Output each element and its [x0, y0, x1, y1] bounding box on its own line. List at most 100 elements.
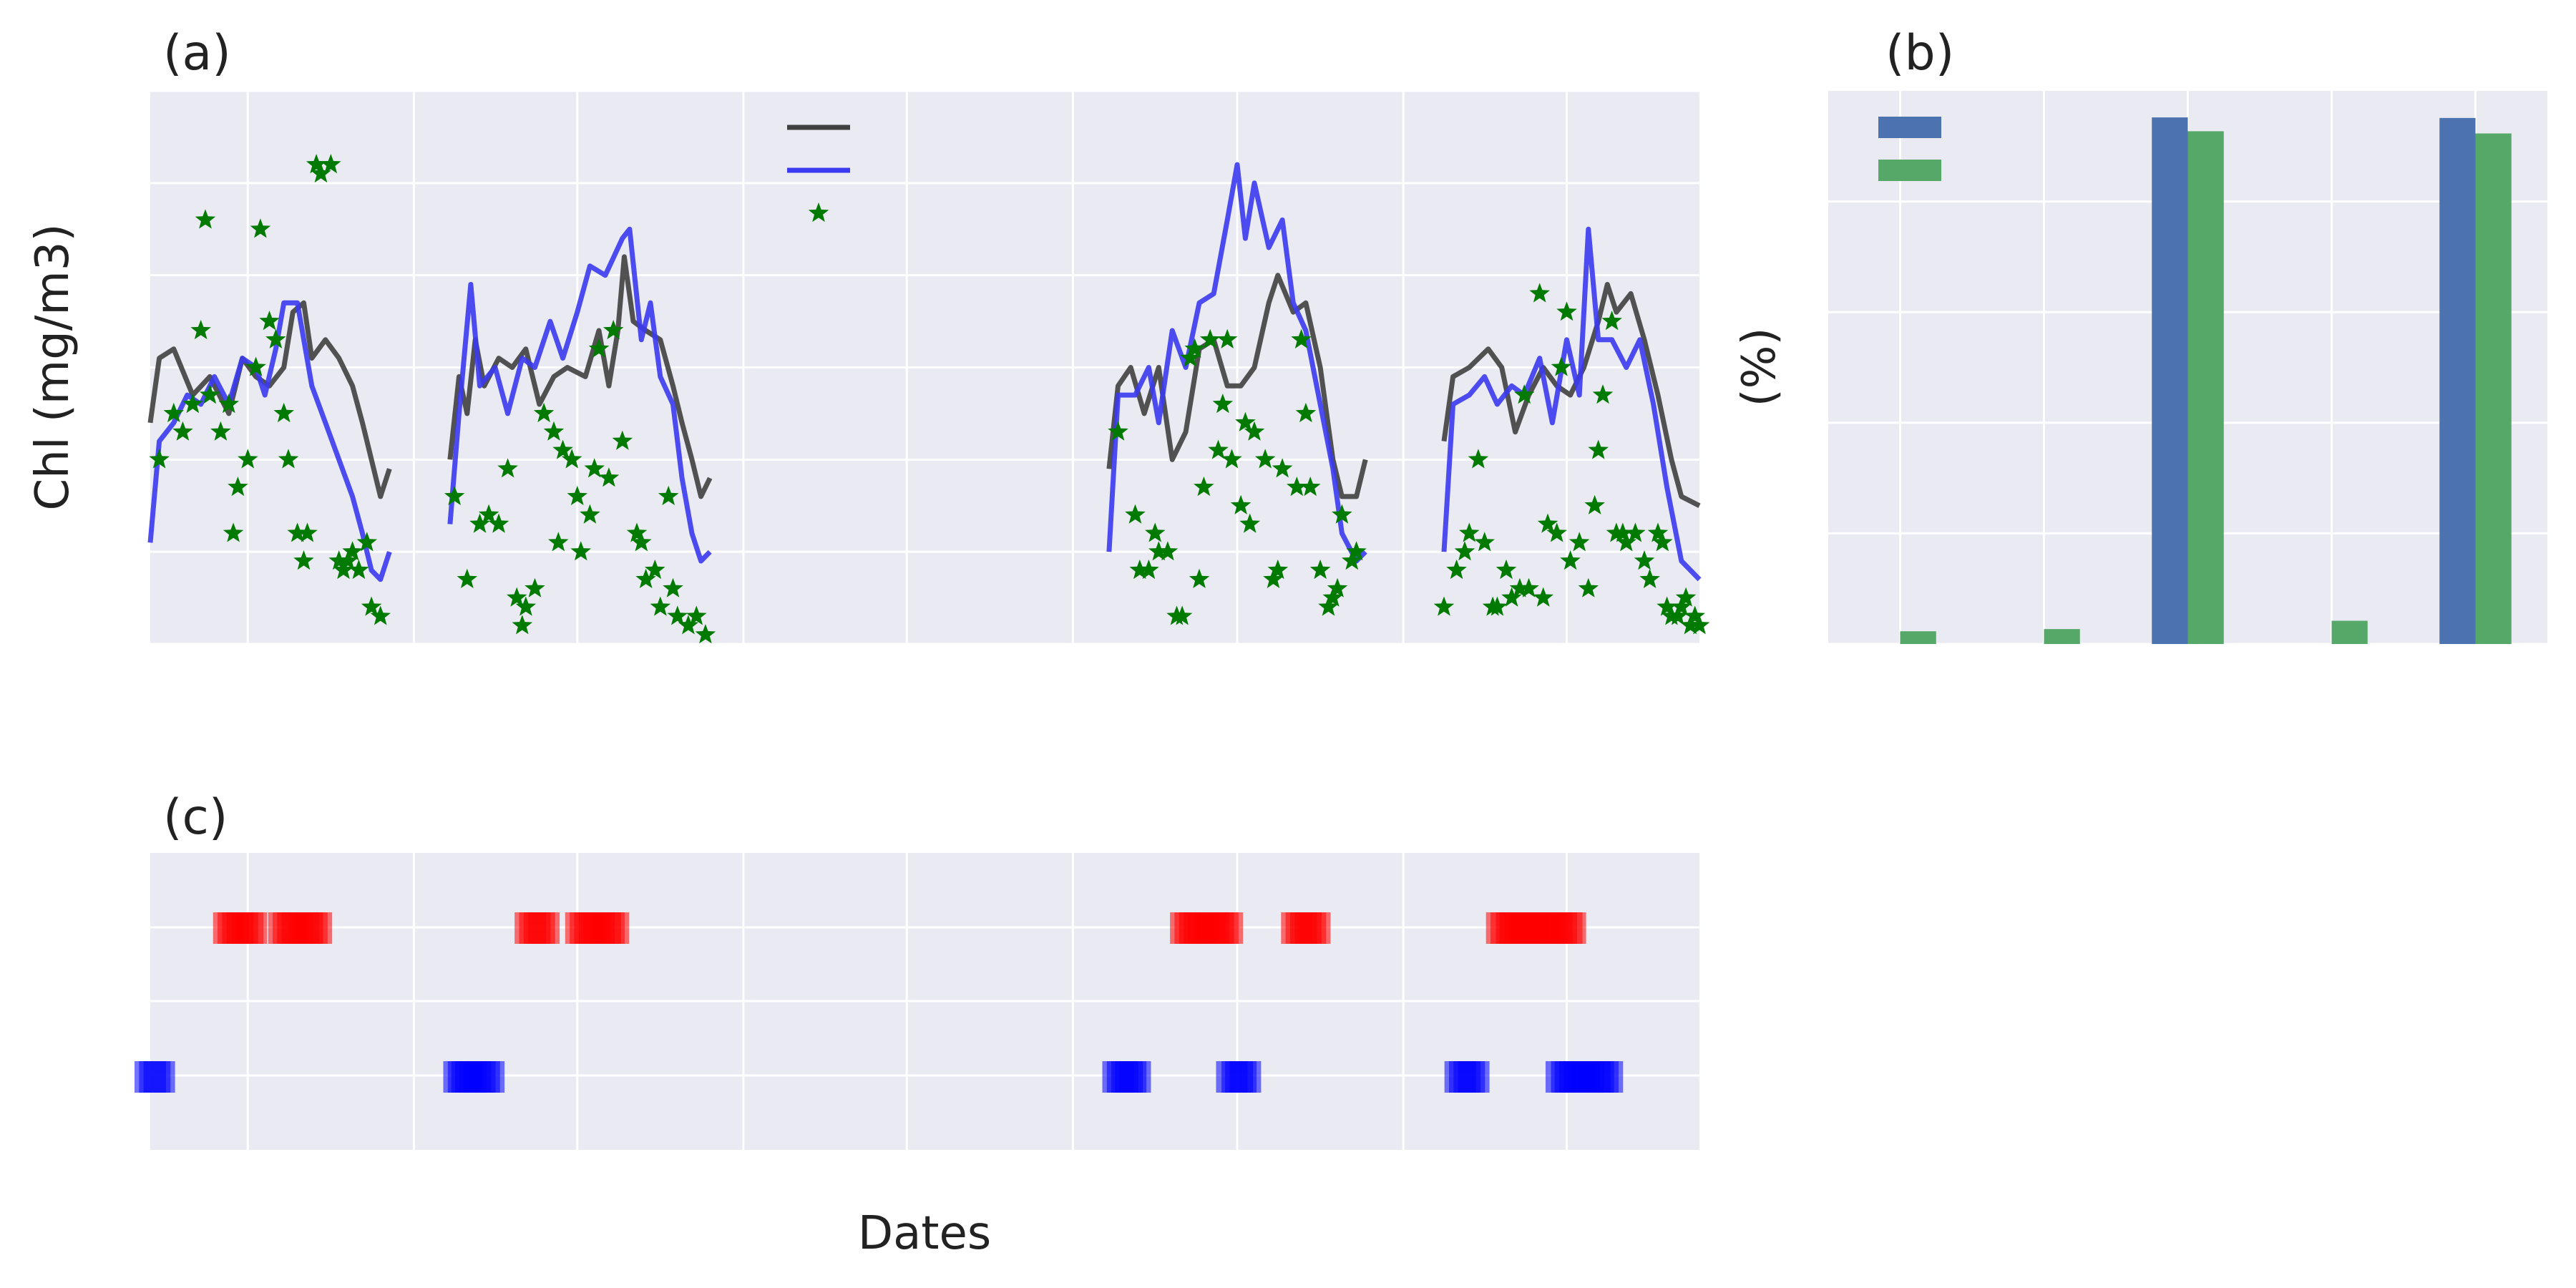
panel-b-legend — [1878, 117, 1941, 181]
panel-c-mark-upper — [1211, 912, 1244, 944]
panel-a-measured-star — [1454, 541, 1475, 561]
panel-a-measured-star — [1230, 494, 1252, 514]
panel-b-legend-swatch — [1878, 117, 1941, 138]
panel-a-measured-star — [149, 449, 170, 469]
panel-a-measured-star — [278, 449, 299, 469]
panel-a-measured-star — [1108, 421, 1128, 441]
panel-c-mark-upper — [528, 912, 560, 944]
panel-a-measured-star — [1496, 559, 1517, 580]
panel-a-measured-star — [1474, 532, 1495, 552]
panel-a-measured-star — [570, 541, 592, 561]
panel-a-measured-star — [1309, 559, 1331, 580]
panel-a-measured-star — [1518, 577, 1539, 597]
panel-a-measured-star — [507, 587, 527, 607]
panel-c-mark-lower — [143, 1061, 175, 1093]
panel-a-measured-star — [1592, 384, 1614, 404]
panel-a-measured-star — [306, 154, 327, 174]
panel-a-measured-star — [1671, 596, 1692, 616]
panel-a-measured-star — [1208, 439, 1229, 459]
panel-a-measured-star — [1138, 559, 1159, 580]
panel-a-measured-star — [1148, 541, 1169, 561]
panel-a-measured-star — [223, 522, 244, 542]
panel-b-bar-lstm — [2475, 133, 2512, 644]
panel-a-measured-star — [1537, 513, 1558, 533]
panel-a-measured-star — [361, 596, 382, 616]
panel-a-measured-star — [273, 402, 294, 423]
panel-a-measured-star — [1657, 596, 1677, 616]
panel-a-measured-star — [328, 550, 349, 570]
panel-a-measured-star — [686, 605, 707, 625]
panel-a-measured-star — [1578, 577, 1599, 597]
panel-b: (b) (%) — [1733, 25, 2547, 645]
panel-a-measured-star — [356, 532, 378, 552]
panel-b-legend-swatch — [1878, 160, 1941, 181]
panel-a-measured-star — [1689, 615, 1710, 635]
panel-a-stars — [149, 154, 1710, 644]
panel-a-measured-star — [1171, 605, 1193, 625]
panel-a-measured-star — [1546, 522, 1567, 542]
panel-b-bar-lstm — [2331, 620, 2368, 644]
panel-c: (c) Dates — [135, 789, 1699, 1260]
panel-a-measured-star — [1212, 394, 1234, 414]
panel-a-legend — [787, 125, 850, 223]
panel-a-measured-star — [444, 485, 465, 505]
panel-a-measured-star — [1157, 541, 1179, 561]
panel-a-measured-star — [1501, 587, 1522, 607]
panel-a-measured-star — [1675, 587, 1697, 607]
panel-a-measured-star — [1584, 494, 1605, 514]
panel-a-measured-star — [1267, 559, 1289, 580]
panel-a-measured-star — [588, 338, 610, 358]
panel-a-measured-star — [182, 394, 203, 414]
panel-a-measured-star — [645, 559, 665, 580]
panel-a-measured-star — [250, 218, 271, 238]
panel-a-measured-star — [1199, 328, 1221, 348]
panel-a-measured-star — [1612, 522, 1633, 542]
panel-a-grid — [150, 89, 1699, 645]
panel-a-measured-star — [1295, 402, 1317, 423]
panel-a-measured-star — [497, 458, 518, 478]
panel-a-measured-star — [512, 615, 533, 635]
panel-a-measured-star — [297, 522, 318, 542]
panel-b-bars — [1900, 117, 2512, 644]
panel-a-measured-star — [1601, 311, 1622, 331]
panel-a-measured-star — [370, 605, 391, 625]
panel-a-measured-star — [293, 550, 314, 570]
panel-a-measured-star — [1327, 577, 1348, 597]
panel-a-measured-star — [1346, 541, 1367, 561]
panel-a-measured-star — [658, 485, 679, 505]
panel-a-measured-star — [1291, 328, 1312, 348]
panel-c-mark-lower — [473, 1061, 505, 1093]
panel-a-measured-star — [667, 605, 688, 625]
panel-a-measured-star — [1189, 568, 1210, 588]
panel-a-measured-star — [321, 154, 341, 174]
panel-a-measured-star — [1184, 338, 1205, 358]
panel-a-measured-star — [525, 577, 545, 597]
panel-a-measured-star — [172, 421, 193, 441]
panel-a-measured-star — [1263, 568, 1284, 588]
panel-a-measured-star — [635, 568, 656, 588]
panel-c-mark-lower — [1119, 1061, 1151, 1093]
panel-c-mark-lower — [1458, 1061, 1490, 1093]
panel-a-measured-star — [1180, 347, 1201, 367]
panel-a-measured-star — [200, 384, 220, 404]
panel-b-bar-lstm — [1900, 631, 1936, 644]
panel-a-measured-star — [1468, 449, 1489, 469]
panel-a-measured-star — [338, 550, 358, 570]
panel-a-measured-star — [469, 513, 490, 533]
panel-a-measured-star — [552, 439, 573, 459]
panel-a-measured-star — [1680, 615, 1701, 635]
panel-a-series-line-lstm — [1106, 162, 1367, 564]
panel-a-measured-star — [631, 532, 652, 552]
panel-a-measured-star — [650, 596, 671, 616]
panel-a-measured-star — [1318, 596, 1339, 616]
panel-a-measured-star — [488, 513, 509, 533]
panel-a-measured-star — [1300, 477, 1321, 497]
panel-a-series-line-lstm — [1441, 226, 1702, 582]
panel-a-measured-star — [1239, 513, 1260, 533]
panel-a-measured-star — [1551, 356, 1572, 376]
panel-a-measured-star — [626, 522, 648, 542]
panel-a-measured-star — [163, 402, 185, 423]
panel-a-y-axis-label: Chl (mg/m3) — [26, 224, 79, 511]
panel-a-measured-star — [1221, 449, 1242, 469]
